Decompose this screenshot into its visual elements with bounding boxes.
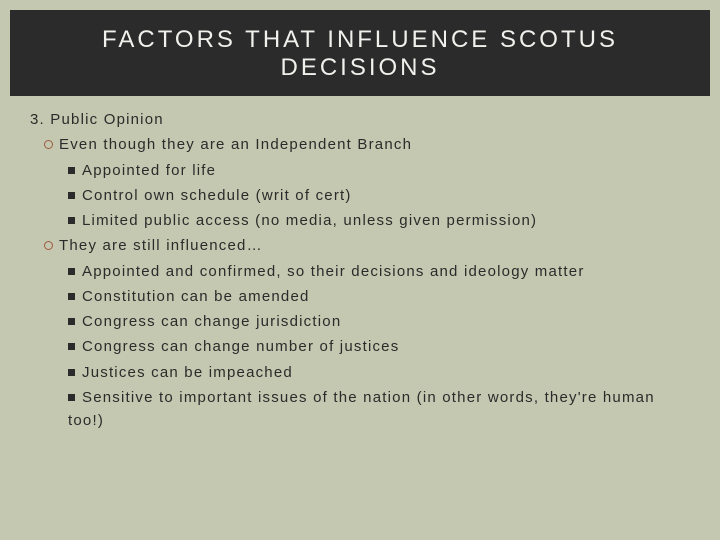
square-bullet-icon bbox=[68, 293, 75, 300]
section-heading: 3. Public Opinion bbox=[30, 108, 690, 131]
bullet-text: Congress can change number of justices bbox=[82, 338, 399, 355]
bullet-level3: Appointed and confirmed, so their decisi… bbox=[30, 260, 690, 283]
bullet-level3: Congress can change number of justices bbox=[30, 335, 690, 358]
bullet-text: They are still influenced… bbox=[59, 237, 263, 254]
bullet-text: Appointed and confirmed, so their decisi… bbox=[82, 263, 585, 280]
square-bullet-icon bbox=[68, 268, 75, 275]
bullet-text: Appointed for life bbox=[82, 162, 216, 179]
slide-content: 3. Public Opinion Even though they are a… bbox=[0, 102, 720, 454]
bullet-level3: Congress can change jurisdiction bbox=[30, 310, 690, 333]
slide: FACTORS THAT INFLUENCE SCOTUS DECISIONS … bbox=[0, 0, 720, 540]
bullet-text: Congress can change jurisdiction bbox=[82, 313, 341, 330]
square-bullet-icon bbox=[68, 167, 75, 174]
bullet-text: Limited public access (no media, unless … bbox=[82, 212, 537, 229]
bullet-level2: They are still influenced… bbox=[30, 234, 690, 257]
square-bullet-icon bbox=[68, 369, 75, 376]
bullet-level3: Sensitive to important issues of the nat… bbox=[30, 386, 690, 433]
square-bullet-icon bbox=[68, 343, 75, 350]
square-bullet-icon bbox=[68, 394, 75, 401]
bullet-text: Sensitive to important issues of the nat… bbox=[68, 389, 655, 429]
bullet-level3: Justices can be impeached bbox=[30, 361, 690, 384]
circle-bullet-icon bbox=[44, 140, 53, 149]
bullet-text: Justices can be impeached bbox=[82, 364, 293, 381]
bullet-text: Control own schedule (writ of cert) bbox=[82, 187, 352, 204]
slide-title: FACTORS THAT INFLUENCE SCOTUS DECISIONS bbox=[10, 10, 710, 96]
bullet-level2: Even though they are an Independent Bran… bbox=[30, 133, 690, 156]
bullet-text: Even though they are an Independent Bran… bbox=[59, 136, 412, 153]
bullet-level3: Limited public access (no media, unless … bbox=[30, 209, 690, 232]
square-bullet-icon bbox=[68, 217, 75, 224]
bullet-level3: Appointed for life bbox=[30, 159, 690, 182]
square-bullet-icon bbox=[68, 318, 75, 325]
square-bullet-icon bbox=[68, 192, 75, 199]
bullet-text: Constitution can be amended bbox=[82, 288, 310, 305]
bullet-level3: Constitution can be amended bbox=[30, 285, 690, 308]
bullet-level3: Control own schedule (writ of cert) bbox=[30, 184, 690, 207]
circle-bullet-icon bbox=[44, 241, 53, 250]
